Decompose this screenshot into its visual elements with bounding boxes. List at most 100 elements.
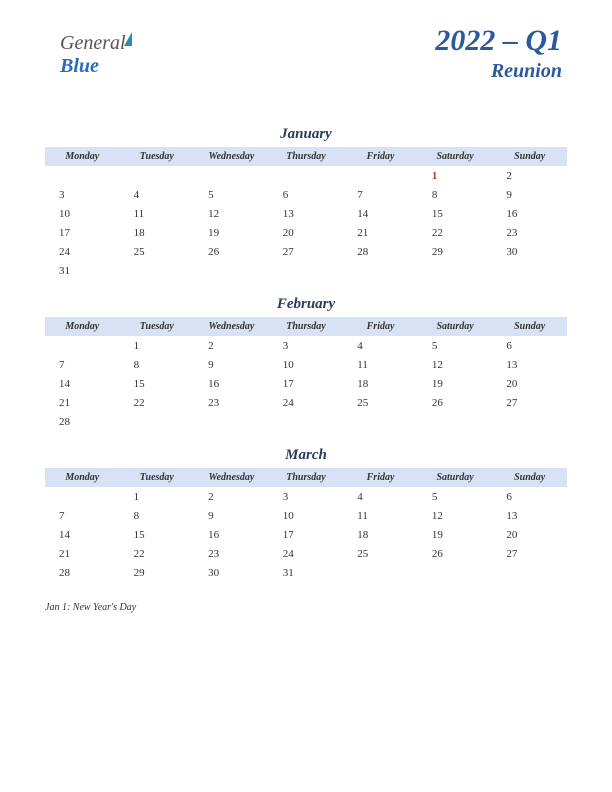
logo-text-general: General: [60, 32, 126, 54]
calendar-cell: 25: [343, 544, 418, 563]
calendar-cell: 28: [45, 563, 120, 582]
day-header: Saturday: [418, 317, 493, 336]
calendar-cell: 8: [120, 506, 195, 525]
calendar-cell: 12: [418, 355, 493, 374]
calendar-container: JanuaryMondayTuesdayWednesdayThursdayFri…: [45, 126, 567, 582]
calendar-cell: 31: [45, 261, 120, 280]
calendar-cell: [418, 563, 493, 582]
calendar-cell: 5: [194, 185, 269, 204]
calendar-cell: 14: [45, 374, 120, 393]
calendar-cell: 25: [343, 393, 418, 412]
calendar-cell: 27: [269, 242, 344, 261]
day-header: Sunday: [492, 147, 567, 166]
day-header: Sunday: [492, 317, 567, 336]
calendar-cell: 19: [418, 525, 493, 544]
calendar-cell: [45, 166, 120, 185]
calendar-cell: 6: [492, 336, 567, 355]
calendar-cell: 6: [492, 487, 567, 506]
calendar-cell: 12: [418, 506, 493, 525]
calendar-cell: 17: [45, 223, 120, 242]
calendar-row: 78910111213: [45, 355, 567, 374]
month-block: JanuaryMondayTuesdayWednesdayThursdayFri…: [45, 126, 567, 280]
calendar-cell: [269, 166, 344, 185]
calendar-cell: 1: [120, 487, 195, 506]
calendar-cell: 26: [194, 242, 269, 261]
calendar-cell: 14: [45, 525, 120, 544]
calendar-cell: 21: [45, 393, 120, 412]
calendar-cell: [120, 166, 195, 185]
day-header: Thursday: [269, 317, 344, 336]
calendar-row: 24252627282930: [45, 242, 567, 261]
calendar-cell: [343, 261, 418, 280]
calendar-row: 14151617181920: [45, 525, 567, 544]
calendar-cell: 13: [492, 355, 567, 374]
calendar-row: 123456: [45, 487, 567, 506]
calendar-cell: [120, 412, 195, 431]
calendar-cell: 26: [418, 393, 493, 412]
day-header: Monday: [45, 317, 120, 336]
calendar-cell: 27: [492, 544, 567, 563]
calendar-cell: 22: [120, 393, 195, 412]
calendar-cell: 15: [418, 204, 493, 223]
calendar-cell: 2: [194, 336, 269, 355]
calendar-cell: 1: [418, 166, 493, 185]
calendar-cell: 20: [269, 223, 344, 242]
calendar-cell: 21: [343, 223, 418, 242]
calendar-cell: 27: [492, 393, 567, 412]
calendar-row: 28293031: [45, 563, 567, 582]
calendar-cell: 30: [194, 563, 269, 582]
calendar-cell: 20: [492, 374, 567, 393]
calendar-cell: 5: [418, 336, 493, 355]
calendar-cell: [343, 166, 418, 185]
day-header: Thursday: [269, 147, 344, 166]
calendar-row: 21222324252627: [45, 393, 567, 412]
calendar-row: 10111213141516: [45, 204, 567, 223]
calendar-cell: 29: [120, 563, 195, 582]
calendar-cell: 23: [492, 223, 567, 242]
calendar-cell: 3: [269, 336, 344, 355]
calendar-cell: 26: [418, 544, 493, 563]
title-year-quarter: 2022 – Q1: [435, 24, 562, 58]
calendar-cell: 30: [492, 242, 567, 261]
day-header: Monday: [45, 147, 120, 166]
calendar-cell: 25: [120, 242, 195, 261]
logo: General Blue: [60, 32, 132, 78]
calendar-cell: 22: [418, 223, 493, 242]
calendar-cell: 4: [120, 185, 195, 204]
calendar-cell: 7: [45, 355, 120, 374]
calendar-cell: 2: [492, 166, 567, 185]
calendar-cell: 17: [269, 525, 344, 544]
holiday-footnote: Jan 1: New Year's Day: [45, 602, 567, 613]
calendar-cell: 9: [194, 506, 269, 525]
day-header: Friday: [343, 147, 418, 166]
calendar-cell: 11: [343, 506, 418, 525]
calendar-cell: 14: [343, 204, 418, 223]
day-header: Monday: [45, 468, 120, 487]
calendar-cell: [269, 412, 344, 431]
calendar-cell: 2: [194, 487, 269, 506]
calendar-table: MondayTuesdayWednesdayThursdayFridaySatu…: [45, 147, 567, 280]
calendar-cell: 19: [418, 374, 493, 393]
day-header: Wednesday: [194, 468, 269, 487]
calendar-cell: [343, 563, 418, 582]
calendar-cell: 11: [343, 355, 418, 374]
calendar-cell: 7: [343, 185, 418, 204]
calendar-cell: 1: [120, 336, 195, 355]
calendar-cell: [492, 261, 567, 280]
calendar-cell: 3: [269, 487, 344, 506]
calendar-cell: 4: [343, 336, 418, 355]
logo-text-blue: Blue: [60, 55, 99, 77]
day-header: Friday: [343, 468, 418, 487]
calendar-row: 78910111213: [45, 506, 567, 525]
month-block: FebruaryMondayTuesdayWednesdayThursdayFr…: [45, 296, 567, 431]
calendar-cell: [418, 261, 493, 280]
calendar-row: 3456789: [45, 185, 567, 204]
day-header: Saturday: [418, 147, 493, 166]
calendar-cell: 4: [343, 487, 418, 506]
calendar-cell: 20: [492, 525, 567, 544]
calendar-cell: 21: [45, 544, 120, 563]
calendar-cell: [194, 166, 269, 185]
day-header: Tuesday: [120, 147, 195, 166]
day-header: Friday: [343, 317, 418, 336]
calendar-cell: 7: [45, 506, 120, 525]
